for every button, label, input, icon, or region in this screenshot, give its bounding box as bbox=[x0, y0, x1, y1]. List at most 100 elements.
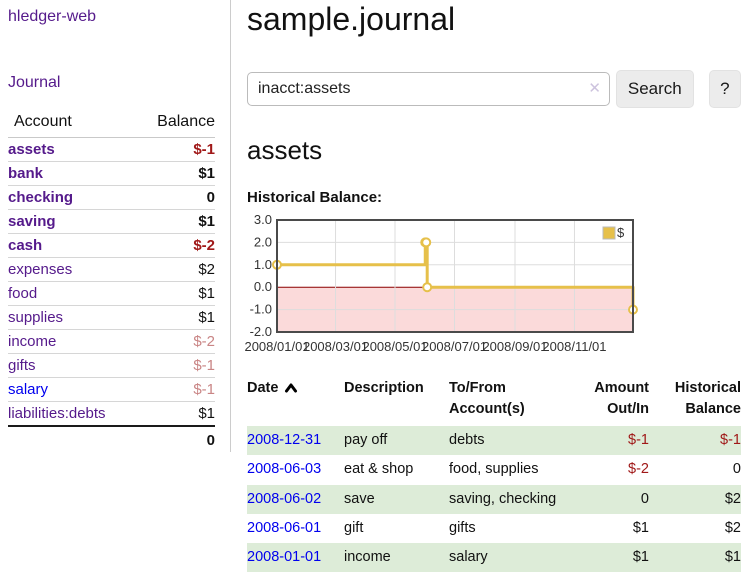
sidebar-account-link[interactable]: salary bbox=[8, 381, 49, 398]
transaction-balance: $1 bbox=[724, 548, 741, 565]
register-rows: 2008-12-31 pay off debts $-1 $-1 2008-06… bbox=[247, 426, 741, 573]
sidebar-account-row: food $1 bbox=[8, 281, 215, 306]
help-button[interactable]: ? bbox=[708, 70, 741, 109]
sidebar-total-row: 0 bbox=[8, 425, 215, 452]
data-point-marker bbox=[421, 237, 432, 248]
transaction-balance: $2 bbox=[724, 519, 741, 536]
sidebar-account-balance: $1 bbox=[137, 281, 215, 306]
sidebar-account-link[interactable]: supplies bbox=[8, 309, 64, 326]
account-heading: assets bbox=[247, 135, 323, 166]
transaction-description: income bbox=[344, 548, 391, 565]
svg-text:2008/01/01: 2008/01/01 bbox=[244, 339, 309, 354]
sidebar-account-row: gifts $-1 bbox=[8, 353, 215, 378]
transaction-accounts: debts bbox=[449, 432, 485, 449]
transaction-description: pay off bbox=[344, 432, 388, 449]
sidebar-account-link[interactable]: assets bbox=[8, 141, 55, 158]
transaction-date-link[interactable]: 2008-06-03 bbox=[247, 461, 322, 478]
register-row: 2008-06-03 eat & shop food, supplies $-2… bbox=[247, 455, 741, 484]
sidebar-account-row: expenses $2 bbox=[8, 257, 215, 282]
transaction-description: save bbox=[344, 490, 375, 507]
sidebar-account-link[interactable]: bank bbox=[8, 165, 44, 182]
svg-text:1.0: 1.0 bbox=[254, 257, 272, 272]
sidebar: hledger-web Journal Account Balance asse… bbox=[0, 0, 231, 452]
sidebar-account-row: assets $-1 bbox=[8, 138, 215, 162]
transaction-accounts: salary bbox=[449, 548, 488, 565]
transaction-amount: $1 bbox=[632, 519, 649, 536]
sidebar-account-link[interactable]: expenses bbox=[8, 261, 73, 278]
sidebar-item-journal[interactable]: Journal bbox=[8, 74, 61, 91]
transaction-balance: $2 bbox=[724, 490, 741, 507]
transaction-amount: $-2 bbox=[628, 461, 649, 478]
register-row: 2008-12-31 pay off debts $-1 $-1 bbox=[247, 426, 741, 456]
chart-label: Historical Balance: bbox=[247, 189, 383, 207]
svg-text:2008/07/01: 2008/07/01 bbox=[422, 339, 487, 354]
sidebar-account-row: saving $1 bbox=[8, 209, 215, 234]
sidebar-col-account: Account bbox=[8, 109, 138, 138]
register-row: 2008-06-01 gift gifts $1 $2 bbox=[247, 514, 741, 543]
sidebar-account-link[interactable]: saving bbox=[8, 213, 56, 230]
clear-search-icon[interactable]: ✕ bbox=[588, 80, 601, 98]
svg-text:2008/09/01: 2008/09/01 bbox=[482, 339, 547, 354]
search-bar: ✕ Search ? bbox=[247, 70, 741, 109]
sidebar-account-link[interactable]: checking bbox=[8, 189, 74, 206]
search-input[interactable] bbox=[247, 72, 610, 107]
transaction-date-link[interactable]: 2008-12-31 bbox=[247, 432, 322, 449]
svg-text:2008/11/01: 2008/11/01 bbox=[542, 339, 606, 354]
sidebar-account-balance: $1 bbox=[137, 305, 215, 330]
historical-balance-chart: $3.0 2.0 1.0 0.0 -1.0 -2.02008/01/012008/03/0… bbox=[244, 212, 638, 354]
sidebar-account-balance: $-1 bbox=[137, 353, 215, 378]
transaction-accounts: saving, checking bbox=[449, 490, 557, 507]
svg-text:0.0: 0.0 bbox=[254, 279, 272, 294]
sidebar-account-row: cash $-2 bbox=[8, 233, 215, 258]
svg-text:2008/05/01: 2008/05/01 bbox=[362, 339, 427, 354]
sidebar-account-balance: $-1 bbox=[137, 377, 215, 402]
transaction-amount: $1 bbox=[632, 548, 649, 565]
sidebar-account-link[interactable]: income bbox=[8, 333, 57, 350]
sidebar-account-row: income $-2 bbox=[8, 329, 215, 354]
col-balance: Historical Balance bbox=[674, 380, 741, 418]
register-table: Date Description To/From Account(s) Amou… bbox=[247, 376, 741, 573]
sidebar-account-balance: $-1 bbox=[193, 141, 215, 158]
register-row: 2008-01-01 income salary $1 $1 bbox=[247, 542, 741, 573]
sidebar-account-row: liabilities:debts $1 bbox=[8, 401, 215, 426]
sidebar-account-balance: $1 bbox=[137, 209, 215, 234]
data-point-marker bbox=[422, 282, 433, 293]
svg-text:2.0: 2.0 bbox=[254, 235, 272, 250]
sidebar-total-balance: 0 bbox=[137, 425, 215, 452]
transaction-amount: 0 bbox=[640, 490, 649, 507]
brand-link[interactable]: hledger-web bbox=[8, 8, 97, 25]
col-amount: Amount Out/In bbox=[594, 380, 649, 418]
transaction-date-link[interactable]: 2008-01-01 bbox=[247, 548, 322, 565]
sort-asc-icon bbox=[285, 383, 298, 393]
sidebar-account-link[interactable]: gifts bbox=[8, 357, 36, 374]
sidebar-account-balance: $1 bbox=[137, 161, 215, 186]
sidebar-account-balance: $-2 bbox=[137, 233, 215, 258]
sidebar-account-row: supplies $1 bbox=[8, 305, 215, 330]
svg-text:2008/03/01: 2008/03/01 bbox=[303, 339, 368, 354]
sidebar-account-row: checking 0 bbox=[8, 185, 215, 210]
sidebar-account-link[interactable]: cash bbox=[8, 237, 43, 254]
transaction-date-link[interactable]: 2008-06-01 bbox=[247, 519, 322, 536]
transaction-accounts: gifts bbox=[449, 519, 476, 536]
sidebar-account-row: salary $-1 bbox=[8, 377, 215, 402]
legend-swatch bbox=[602, 226, 616, 240]
search-button[interactable]: Search bbox=[616, 70, 694, 109]
col-date-sort[interactable]: Date bbox=[247, 376, 344, 426]
transaction-accounts: food, supplies bbox=[449, 461, 539, 478]
sidebar-account-row: bank $1 bbox=[8, 161, 215, 186]
sidebar-account-link[interactable]: liabilities:debts bbox=[8, 405, 106, 422]
main-content: sample.journal ✕ Search ? assets Histori… bbox=[231, 0, 741, 573]
register-row: 2008-06-02 save saving, checking 0 $2 bbox=[247, 484, 741, 514]
sidebar-account-rows: assets $-1 bank $1 checking 0 saving $1 … bbox=[8, 138, 215, 426]
svg-text:3.0: 3.0 bbox=[254, 212, 272, 227]
sidebar-account-link[interactable]: food bbox=[8, 285, 38, 302]
transaction-description: eat & shop bbox=[344, 461, 414, 478]
svg-text:-2.0: -2.0 bbox=[250, 324, 272, 339]
transaction-description: gift bbox=[344, 519, 364, 536]
page-title: sample.journal bbox=[247, 1, 456, 37]
col-accounts: To/From Account(s) bbox=[449, 380, 525, 418]
transaction-balance: $-1 bbox=[720, 432, 741, 449]
col-description: Description bbox=[344, 380, 424, 397]
transaction-date-link[interactable]: 2008-06-02 bbox=[247, 490, 322, 507]
